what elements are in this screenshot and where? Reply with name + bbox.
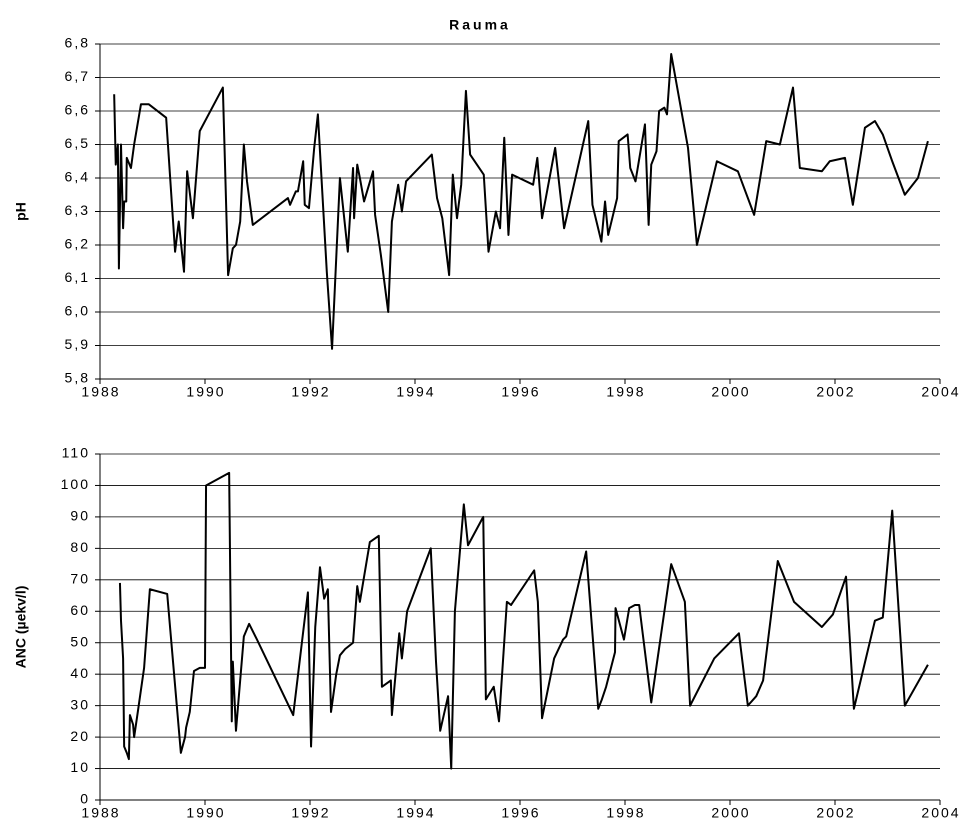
- x-tick-label: 1988: [81, 384, 120, 400]
- x-tick-label: 1990: [186, 805, 225, 821]
- x-tick-label: 1994: [396, 805, 435, 821]
- y-tick-label: 6,7: [65, 68, 90, 84]
- x-tick-label: 1998: [606, 384, 645, 400]
- chart-title: Rauma: [449, 17, 511, 33]
- y-tick-label: 40: [70, 665, 90, 681]
- y-tick-label: 80: [70, 539, 90, 555]
- y-tick-label: 10: [70, 759, 90, 775]
- x-tick-label: 1994: [396, 384, 435, 400]
- x-tick-label: 2000: [711, 805, 750, 821]
- x-tick-label: 1992: [291, 805, 330, 821]
- y-tick-label: 6,6: [65, 102, 90, 118]
- x-tick-label: 1992: [291, 384, 330, 400]
- y-tick-label: 6,0: [65, 303, 90, 319]
- x-tick-label: 1996: [501, 805, 540, 821]
- x-tick-label: 2002: [816, 805, 855, 821]
- y-tick-label: 6,1: [65, 269, 90, 285]
- x-tick-label: 2004: [921, 384, 960, 400]
- y-tick-label: 110: [62, 445, 90, 461]
- y-tick-label: 50: [70, 633, 90, 649]
- x-tick-label: 1996: [501, 384, 540, 400]
- x-tick-label: 2002: [816, 384, 855, 400]
- x-tick-label: 1990: [186, 384, 225, 400]
- y-axis-title: pH: [13, 202, 29, 221]
- y-tick-label: 6,5: [65, 135, 90, 151]
- x-tick-label: 2000: [711, 384, 750, 400]
- y-tick-label: 6,3: [65, 202, 90, 218]
- y-tick-label: 60: [70, 602, 90, 618]
- y-tick-label: 6,4: [65, 169, 90, 185]
- y-tick-label: 30: [70, 696, 90, 712]
- y-tick-label: 5,8: [65, 370, 90, 386]
- y-tick-label: 20: [70, 728, 90, 744]
- y-tick-label: 6,2: [65, 236, 90, 252]
- y-tick-label: 70: [70, 571, 90, 587]
- data-line: [113, 53, 929, 350]
- y-tick-label: 6,8: [65, 35, 90, 51]
- y-tick-label: 0: [80, 791, 90, 807]
- data-line: [118, 471, 929, 770]
- y-axis-title: ANC (µekv/l): [13, 586, 29, 669]
- y-tick-label: 90: [70, 508, 90, 524]
- x-tick-label: 1998: [606, 805, 645, 821]
- y-tick-label: 5,9: [65, 336, 90, 352]
- x-tick-label: 2004: [921, 805, 960, 821]
- x-tick-label: 1988: [81, 805, 120, 821]
- y-tick-label: 100: [61, 476, 90, 492]
